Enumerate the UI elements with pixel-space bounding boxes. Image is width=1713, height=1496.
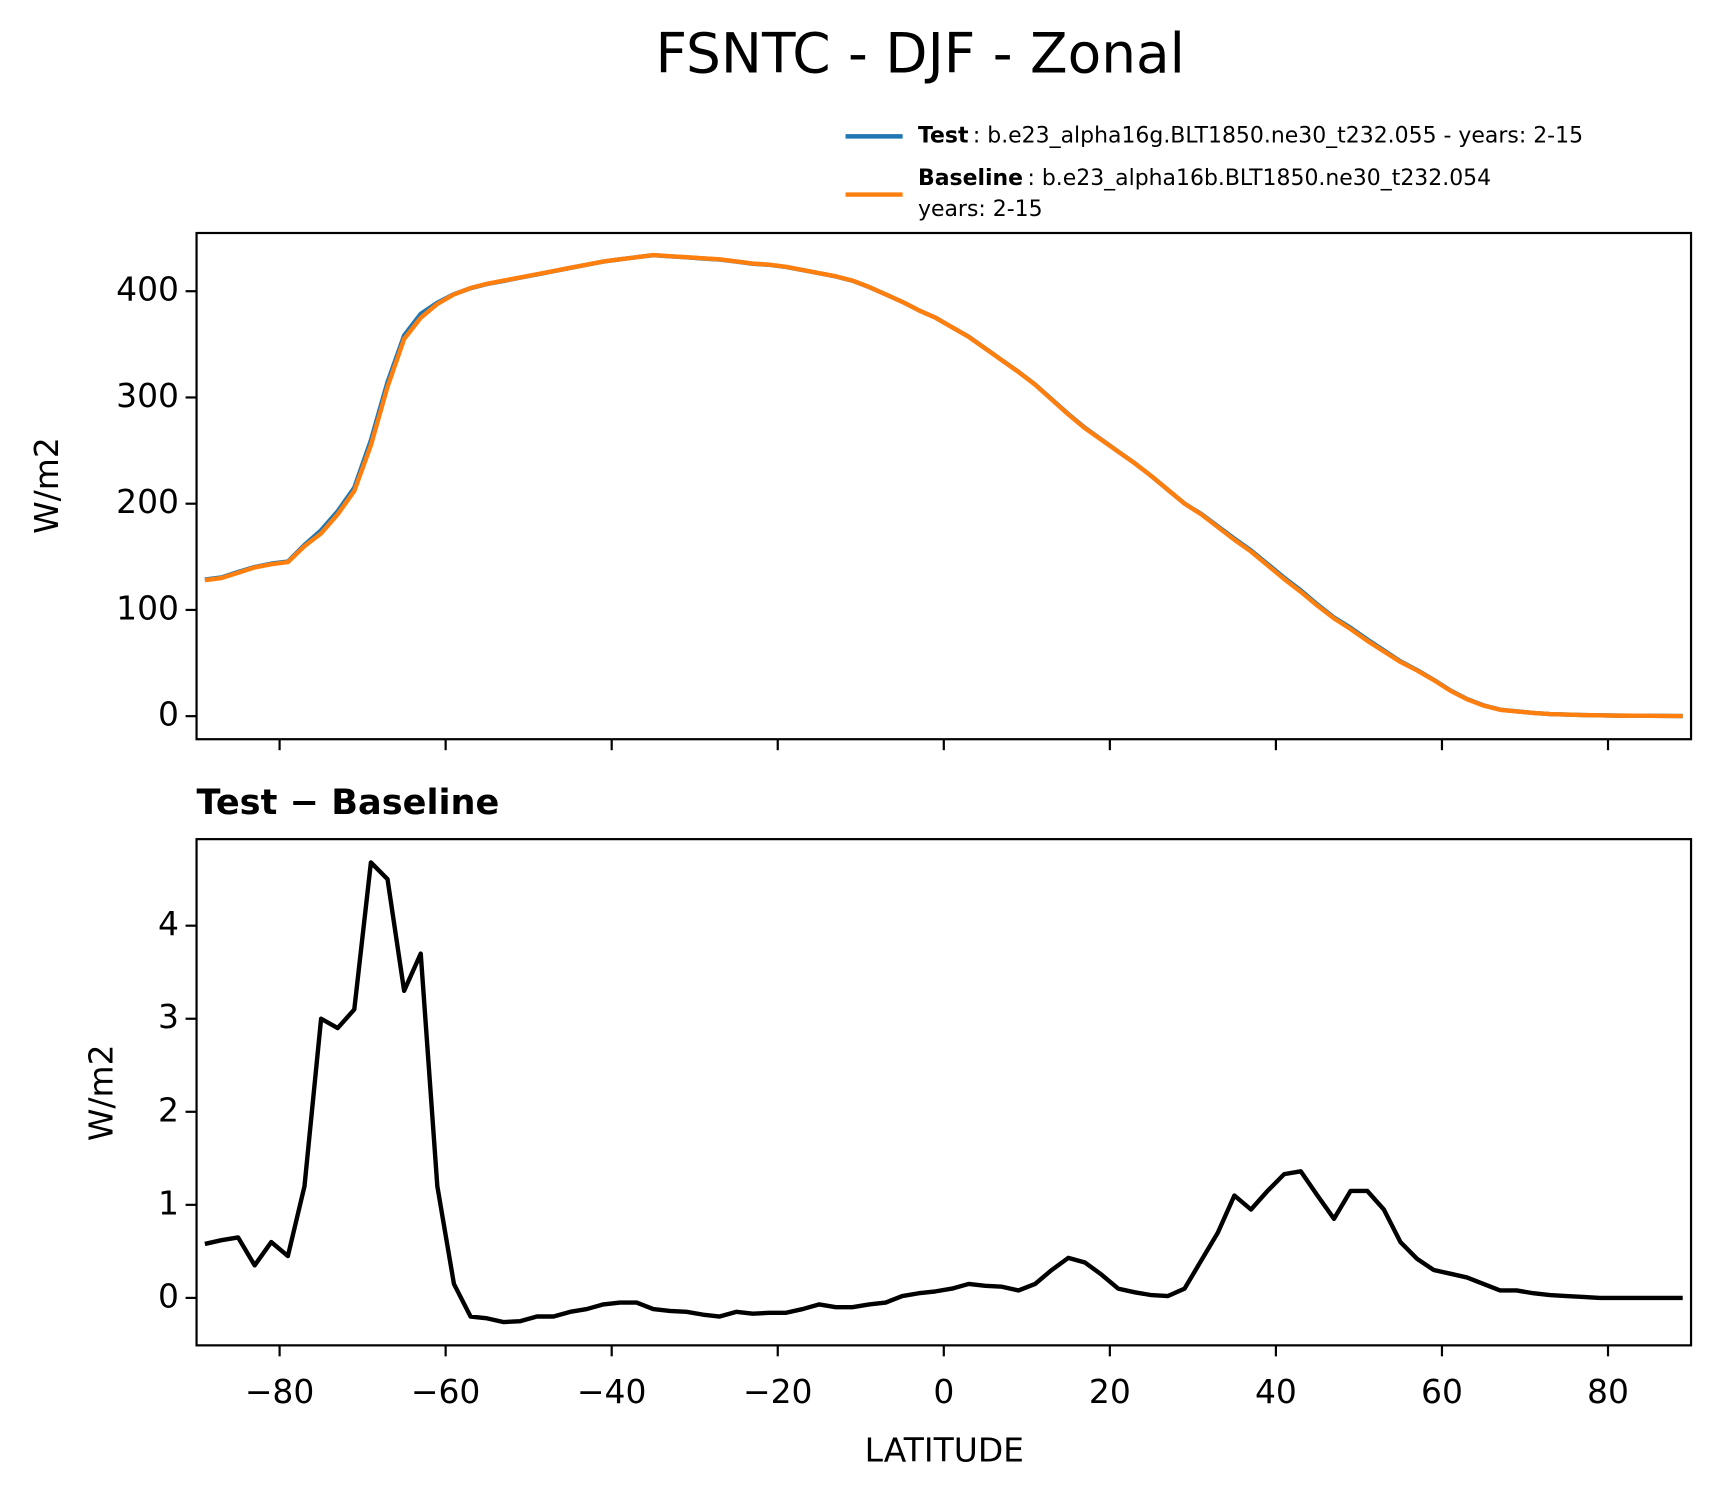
plot-frame	[195, 838, 1693, 1347]
legend-entry: Test: b.e23_alpha16g.BLT1850.ne30_t232.0…	[918, 123, 1583, 148]
x-tick-label: −60	[411, 1372, 481, 1411]
x-axis-label: LATITUDE	[865, 1430, 1024, 1469]
y-axis-label: W/m2	[27, 437, 66, 534]
x-tick-label: 40	[1255, 1372, 1297, 1411]
data-line	[204, 860, 1683, 1325]
y-tick-label: 400	[116, 270, 179, 309]
legend-label: Test	[918, 123, 969, 148]
x-tick-label: 0	[933, 1372, 954, 1411]
legend-description: : b.e23_alpha16b.BLT1850.ne30_t232.054	[1027, 166, 1491, 191]
x-tick-label: 80	[1587, 1372, 1629, 1411]
plot-frame	[195, 231, 1693, 741]
y-tick-label: 300	[116, 376, 179, 415]
x-tick-label: −40	[577, 1372, 647, 1411]
legend-description: : b.e23_alpha16g.BLT1850.ne30_t232.055 -…	[973, 123, 1583, 148]
x-tick-label: −20	[743, 1372, 813, 1411]
legend-entry: Baseline: b.e23_alpha16b.BLT1850.ne30_t2…	[918, 166, 1491, 191]
y-axis-label: W/m2	[82, 1044, 121, 1141]
subplot-title: Test − Baseline	[197, 782, 500, 823]
y-tick-label: 0	[158, 1276, 179, 1315]
y-tick-label: 2	[158, 1090, 179, 1129]
y-tick-label: 4	[158, 904, 179, 943]
x-tick-label: 20	[1089, 1372, 1131, 1411]
data-line	[204, 252, 1683, 719]
x-tick-label: 60	[1421, 1372, 1463, 1411]
legend-label: Baseline	[918, 166, 1023, 191]
x-tick-label: −80	[245, 1372, 315, 1411]
y-tick-label: 0	[158, 695, 179, 734]
y-tick-label: 200	[116, 482, 179, 521]
y-tick-label: 1	[158, 1183, 179, 1222]
y-tick-label: 100	[116, 588, 179, 627]
chart-title: FSNTC - DJF - Zonal	[655, 21, 1184, 85]
legend-description: years: 2-15	[918, 197, 1043, 222]
y-tick-label: 3	[158, 997, 179, 1036]
